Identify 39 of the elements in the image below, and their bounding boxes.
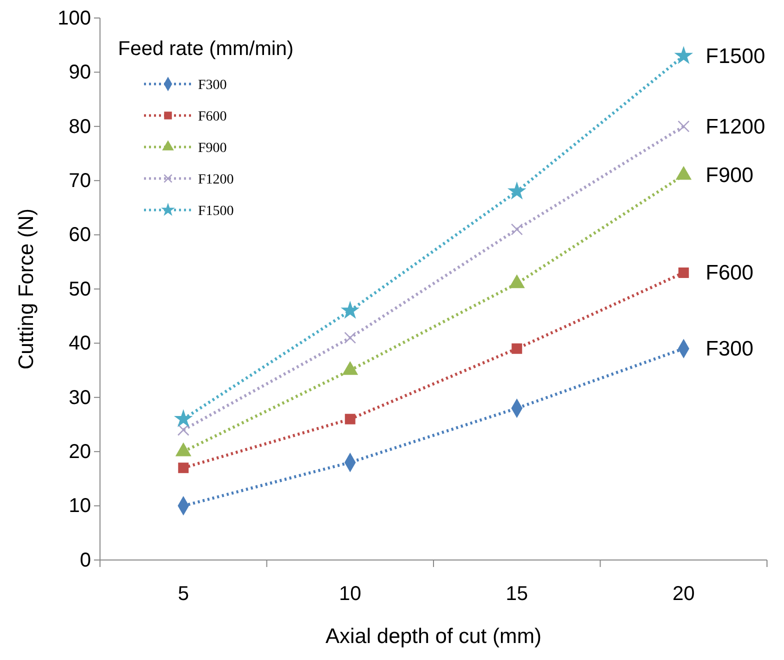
x-tick-label: 5	[178, 583, 189, 606]
y-tick-label: 10	[68, 495, 91, 518]
point	[678, 120, 690, 132]
y-tick-label: 0	[80, 549, 91, 572]
point	[507, 182, 526, 200]
point	[344, 414, 356, 424]
point	[178, 462, 189, 474]
point	[340, 300, 360, 319]
text: F1500	[706, 44, 766, 68]
point	[511, 224, 523, 236]
y-tick-label: 50	[68, 278, 91, 300]
y-axis-title: Cutting Force (N)	[15, 208, 38, 370]
legend-label: F1200	[198, 172, 234, 188]
legend-label: F900	[198, 141, 227, 156]
y-tick-label: 60	[68, 224, 91, 246]
x-tick-label: 20	[672, 583, 695, 606]
x-tick-label: 10	[339, 583, 362, 606]
legend-label: F1500	[198, 204, 234, 219]
y-tick-label: 100	[58, 7, 91, 30]
point	[174, 409, 193, 428]
point	[344, 332, 356, 344]
point	[512, 343, 522, 354]
legend-label: F300	[198, 78, 227, 93]
x-tick-label: 15	[506, 583, 528, 606]
y-tick-label: 90	[68, 62, 91, 84]
legend-label: F600	[198, 110, 227, 124]
x-axis-title: Axial depth of cut (mm)	[326, 625, 542, 648]
point	[674, 46, 694, 64]
text: F300	[706, 338, 754, 361]
y-tick-label: 20	[68, 441, 91, 463]
y-tick-label: 40	[68, 332, 91, 355]
y-tick-label: 30	[68, 386, 91, 409]
text: F1200	[706, 115, 766, 138]
point	[678, 267, 689, 278]
text: F600	[706, 262, 754, 285]
text: F900	[706, 164, 754, 188]
y-tick-label: 80	[68, 116, 91, 138]
legend-title: Feed rate (mm/min)	[118, 38, 294, 60]
y-tick-label: 70	[68, 170, 91, 192]
